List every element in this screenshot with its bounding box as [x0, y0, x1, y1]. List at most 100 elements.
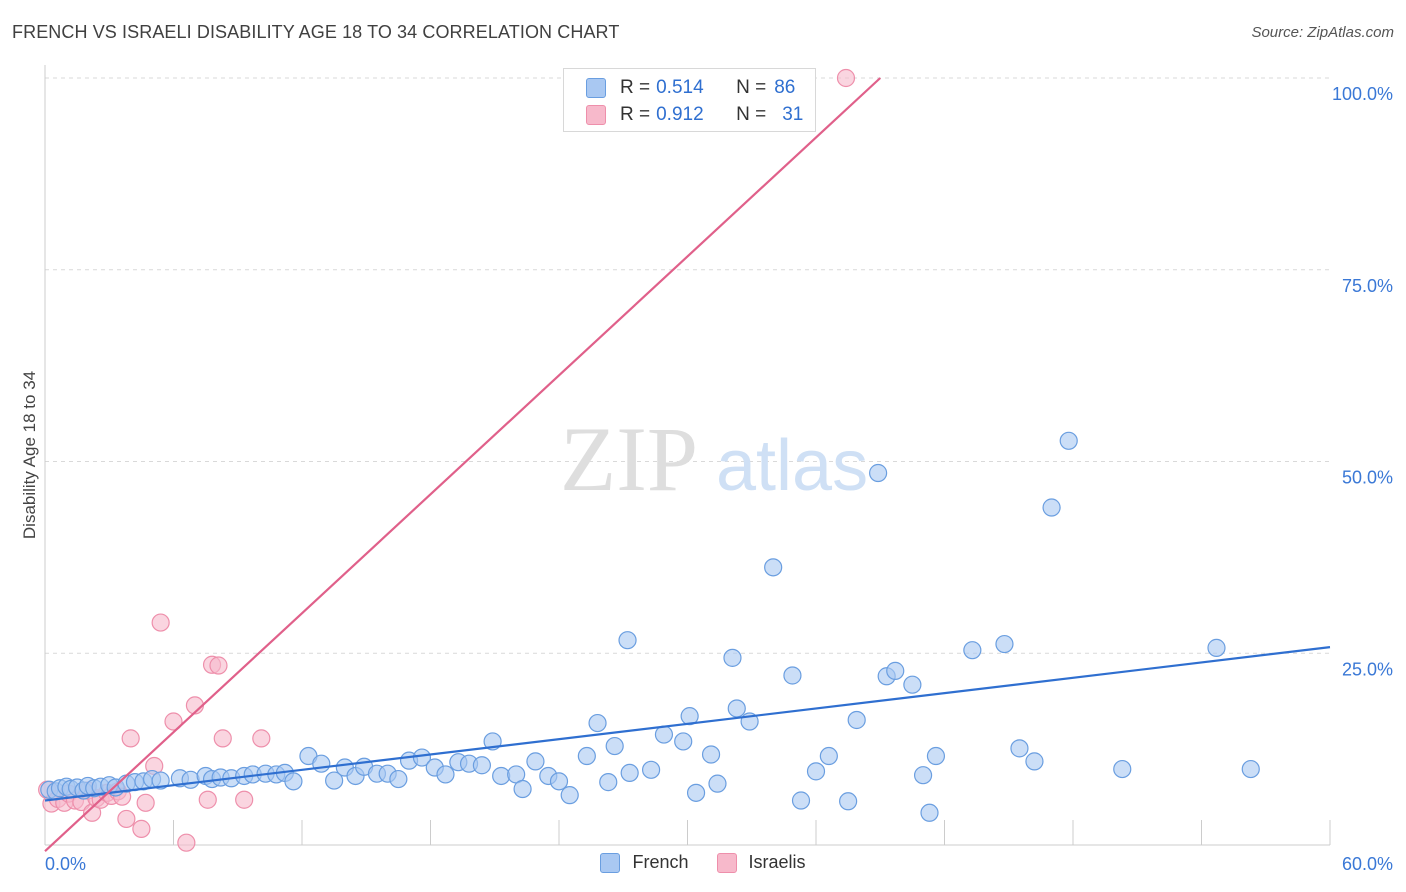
israeli-swatch: [716, 852, 737, 873]
french-point: [1025, 752, 1044, 771]
french-point: [1113, 759, 1132, 779]
french-point: [436, 765, 455, 784]
watermark-zip: ZIP: [560, 408, 698, 510]
french-point: [325, 771, 344, 790]
french-point: [686, 783, 706, 802]
french-point: [577, 746, 596, 766]
french-point: [526, 752, 545, 771]
legend-r-value: 0.912: [656, 104, 704, 125]
french-point: [791, 791, 811, 810]
legend-n-value: 31: [782, 104, 804, 125]
israeli-point: [209, 656, 228, 675]
french-point: [819, 746, 838, 766]
legend-label-french: French: [632, 852, 689, 872]
legend-r-value: 0.514: [656, 77, 704, 98]
israeli-point: [213, 729, 232, 748]
french-point: [618, 631, 637, 650]
legend-n-value: 86: [774, 77, 796, 98]
israeli-point: [252, 729, 271, 748]
israeli-trend-line: [44, 77, 881, 852]
israeli-point: [136, 793, 155, 812]
series-legend: French Israelis: [0, 852, 1406, 873]
french-point: [913, 766, 933, 785]
chart-source: Source: ZipAtlas.com: [1251, 24, 1394, 41]
y-tick-label: 100.0%: [1332, 84, 1393, 104]
legend-r-label: R =: [620, 104, 651, 125]
french-point: [963, 641, 982, 660]
legend-row-israelis: R = 0.912 N = 31: [586, 102, 803, 128]
french-point: [674, 732, 693, 751]
y-tick-label: 50.0%: [1342, 468, 1393, 488]
x-tick-label: 0.0%: [45, 854, 86, 874]
french-point: [560, 786, 579, 805]
israeli-point: [117, 809, 136, 829]
y-tick-label: 25.0%: [1342, 659, 1393, 679]
french-point: [1241, 759, 1260, 779]
french-point: [312, 754, 331, 773]
french-point: [389, 769, 408, 789]
israeli-point: [132, 819, 151, 838]
french-point: [284, 772, 303, 791]
stats-legend: R = 0.514 N = 86 R = 0.912 N = 31: [563, 68, 816, 132]
french-point: [1042, 498, 1061, 517]
israeli-point: [198, 790, 217, 809]
french-point: [701, 745, 721, 764]
french-point: [549, 772, 569, 791]
axis-layer: [44, 65, 1331, 846]
legend-item-french[interactable]: French: [600, 852, 689, 873]
french-point: [903, 675, 922, 694]
french-point: [920, 803, 939, 822]
legend-n-label: N =: [736, 77, 767, 98]
legend-n-label: N =: [736, 104, 767, 125]
israeli-point: [121, 729, 140, 748]
french-point: [839, 792, 858, 811]
french-point: [806, 762, 826, 781]
french-point: [1059, 431, 1078, 450]
french-point: [723, 648, 742, 667]
french-point: [727, 699, 746, 718]
french-point: [847, 710, 866, 730]
french-point: [513, 779, 532, 799]
french-point: [926, 746, 946, 766]
chart-title: FRENCH VS ISRAELI DISABILITY AGE 18 TO 3…: [12, 22, 620, 42]
watermark-atlas: atlas: [716, 426, 868, 506]
french-swatch: [586, 78, 606, 98]
french-trend-line: [44, 646, 1331, 802]
y-tick-label: 75.0%: [1342, 276, 1393, 296]
legend-row-french: R = 0.514 N = 86: [586, 75, 795, 101]
israeli-point: [836, 68, 856, 88]
watermark: ZIP atlas: [560, 408, 868, 510]
french-point: [995, 634, 1014, 654]
french-point: [783, 666, 802, 685]
x-tick-label: 60.0%: [1342, 854, 1393, 874]
french-point: [869, 463, 888, 483]
trend-layer: [44, 77, 1331, 852]
french-point: [641, 760, 661, 779]
israeli-point: [151, 613, 170, 632]
french-point: [588, 713, 607, 733]
israeli-point: [177, 833, 196, 852]
israeli-point: [164, 712, 183, 731]
french-point: [605, 736, 624, 756]
french-point: [620, 763, 639, 783]
french-point: [764, 558, 783, 577]
french-point: [1010, 739, 1029, 758]
french-swatch: [600, 852, 621, 873]
tick-label-layer: 25.0% 50.0% 75.0% 100.0% 0.0% 60.0%: [45, 84, 1393, 874]
israeli-point: [235, 790, 254, 809]
legend-item-israelis[interactable]: Israelis: [716, 852, 806, 873]
french-point: [1207, 638, 1226, 657]
israeli-swatch: [586, 105, 606, 125]
grid-layer: [45, 77, 1330, 654]
french-point: [708, 774, 727, 793]
legend-label-israelis: Israelis: [748, 852, 806, 872]
french-point: [654, 725, 674, 744]
french-point: [472, 756, 491, 775]
french-point: [599, 773, 618, 792]
french-point: [492, 766, 511, 786]
french-point: [886, 661, 905, 680]
french-point: [181, 770, 200, 789]
french-point: [151, 771, 170, 790]
legend-r-label: R =: [620, 77, 651, 98]
